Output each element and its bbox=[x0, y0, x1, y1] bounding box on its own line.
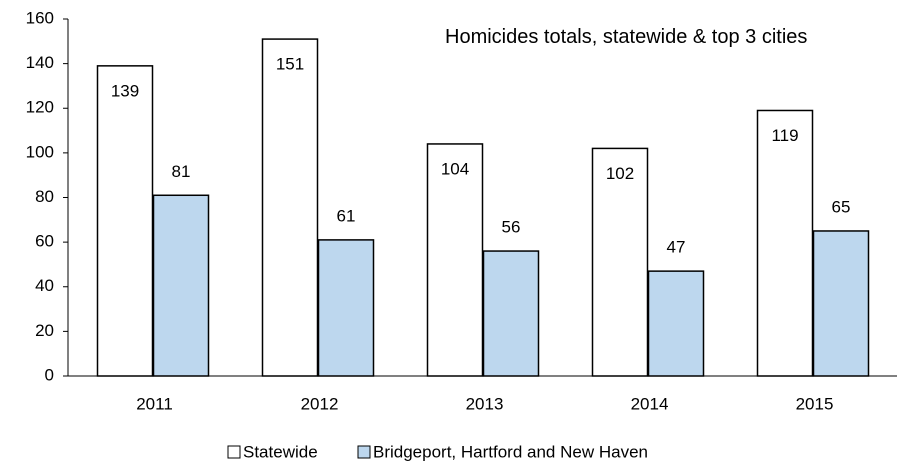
bar bbox=[426, 143, 484, 377]
data-label: 65 bbox=[832, 197, 851, 216]
y-tick-label: 40 bbox=[35, 276, 54, 295]
bar bbox=[647, 270, 705, 377]
y-tick-label: 80 bbox=[35, 187, 54, 206]
y-tick-label: 140 bbox=[26, 53, 54, 72]
bar bbox=[96, 65, 154, 377]
x-tick-label: 2012 bbox=[301, 394, 339, 413]
bar bbox=[756, 109, 814, 377]
y-tick-label: 0 bbox=[45, 365, 54, 384]
y-tick-label: 20 bbox=[35, 321, 54, 340]
data-label: 56 bbox=[502, 218, 521, 237]
x-tick-label: 2014 bbox=[631, 394, 669, 413]
bar bbox=[261, 38, 319, 377]
chart-title: Homicides totals, statewide & top 3 citi… bbox=[445, 26, 808, 48]
data-label: 104 bbox=[441, 159, 469, 178]
bar bbox=[152, 194, 210, 377]
legend-label: Statewide bbox=[243, 442, 318, 461]
legend-swatch bbox=[227, 445, 241, 459]
x-tick-label: 2015 bbox=[796, 394, 834, 413]
x-tick-label: 2013 bbox=[466, 394, 504, 413]
legend-label: Bridgeport, Hartford and New Haven bbox=[373, 442, 648, 461]
bar bbox=[317, 239, 375, 377]
y-tick-label: 160 bbox=[26, 8, 54, 27]
y-tick-label: 100 bbox=[26, 142, 54, 161]
y-tick-label: 60 bbox=[35, 232, 54, 251]
data-label: 119 bbox=[771, 126, 798, 145]
data-label: 102 bbox=[606, 164, 634, 183]
data-label: 47 bbox=[667, 238, 686, 257]
bar bbox=[482, 250, 540, 377]
data-label: 81 bbox=[172, 162, 191, 181]
bar bbox=[812, 230, 870, 377]
bar bbox=[591, 147, 649, 377]
x-tick-label: 2011 bbox=[136, 394, 173, 413]
data-label: 151 bbox=[276, 55, 304, 74]
y-tick-label: 120 bbox=[26, 98, 54, 117]
data-label: 139 bbox=[111, 81, 139, 100]
legend-swatch bbox=[357, 445, 371, 459]
data-label: 61 bbox=[337, 206, 356, 225]
